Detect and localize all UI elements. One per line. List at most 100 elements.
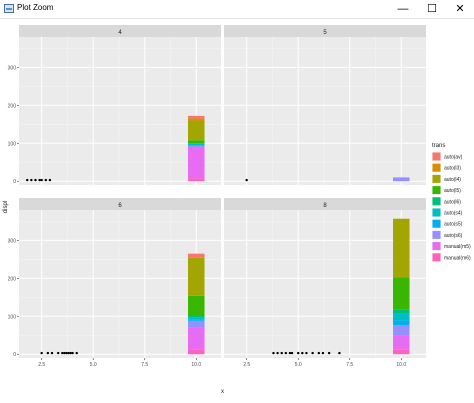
legend-label: auto(s4)	[444, 211, 463, 217]
minimize-button[interactable]: —	[389, 0, 417, 18]
legend-label: auto(av)	[444, 155, 463, 161]
legend-key	[432, 186, 441, 195]
legend-key	[432, 253, 441, 262]
y-tick-label: 0	[13, 179, 16, 185]
bar-segment	[188, 118, 205, 121]
plot-area: 4 0 100 200 300 5 6 0 100 200 300 2.5 5.0 7.5 10.0 8 2.5…	[0, 19, 474, 403]
x-tick-label: 2.5	[243, 362, 250, 368]
data-point	[44, 178, 47, 182]
x-tick-label: 10.0	[396, 362, 406, 368]
legend-key	[432, 242, 441, 251]
faceted-plot: 4 0 100 200 300 5 6 0 100 200 300 2.5 5.0 7.5 10.0 8 2.5…	[3, 25, 471, 395]
bar-segment	[188, 145, 205, 148]
data-point	[288, 351, 292, 355]
legend-label: auto(l5)	[444, 188, 461, 194]
x-tick-label: 2.5	[38, 362, 45, 368]
bar-segment	[188, 349, 205, 355]
bar-segment	[188, 295, 205, 316]
data-point	[34, 178, 37, 182]
data-point	[46, 351, 50, 355]
bar-segment	[188, 319, 205, 321]
data-point	[321, 351, 325, 355]
bar-segment	[188, 147, 205, 179]
data-point	[276, 351, 279, 355]
bar-segment	[188, 327, 205, 350]
legend-key	[432, 230, 441, 239]
close-icon: ✕	[455, 3, 465, 15]
x-tick-label: 5.0	[90, 362, 97, 368]
legend-key	[432, 163, 441, 172]
bar-segment	[393, 320, 410, 325]
bar-segment	[393, 177, 410, 182]
legend-label: auto(l4)	[444, 177, 461, 183]
bar-segment	[393, 349, 410, 355]
legend-key	[432, 208, 441, 217]
legend-label: manual(m5)	[444, 244, 471, 250]
legend-label: auto(l3)	[444, 166, 461, 172]
data-point	[327, 351, 331, 355]
bar-segment	[393, 309, 410, 314]
legend-label: auto(s6)	[444, 233, 463, 239]
bar-segment	[188, 140, 205, 144]
y-tick-label: 300	[8, 238, 17, 244]
data-point	[40, 178, 43, 182]
bar-segment	[188, 315, 205, 318]
bar-segment	[188, 253, 205, 258]
title-bar: Plot Zoom — ☐ ✕	[0, 0, 474, 19]
window-title: Plot Zoom	[17, 3, 54, 12]
data-point	[317, 351, 321, 355]
facet-strip-label: 4	[118, 30, 122, 36]
data-point	[280, 351, 283, 355]
data-point	[38, 178, 41, 182]
legend-key	[432, 152, 441, 161]
facet-strip	[19, 25, 221, 37]
data-point	[65, 351, 68, 355]
facet-strip-label: 8	[323, 203, 327, 209]
data-point	[75, 351, 78, 355]
y-axis-title: displ	[3, 201, 9, 213]
facet-strip	[19, 198, 221, 210]
x-tick-label: 5.0	[295, 362, 302, 368]
data-point	[50, 351, 54, 355]
data-point	[69, 351, 72, 355]
bar-segment	[188, 120, 205, 141]
legend-label: auto(l6)	[444, 199, 461, 205]
bar-segment	[393, 324, 410, 336]
facet-strip	[224, 25, 426, 37]
data-point	[301, 351, 304, 355]
bar-segment	[188, 145, 205, 146]
data-point	[297, 351, 300, 355]
legend-title: trans	[432, 143, 445, 149]
data-point	[311, 351, 314, 355]
bar-segment	[188, 115, 205, 119]
x-tick-label: 7.5	[346, 362, 353, 368]
data-point	[305, 351, 308, 355]
y-tick-label: 100	[8, 314, 17, 320]
bar-segment	[393, 335, 410, 350]
x-tick-label: 10.0	[191, 362, 201, 368]
maximize-button[interactable]: ☐	[418, 0, 446, 18]
bar-segment	[393, 277, 410, 310]
minimize-icon: —	[397, 3, 409, 15]
y-tick-label: 100	[8, 141, 17, 147]
data-point	[284, 351, 288, 355]
bar-segment	[393, 218, 410, 278]
facet-strip	[224, 198, 426, 210]
data-point	[272, 351, 275, 355]
x-tick-label: 7.5	[141, 362, 148, 368]
bar-segment	[188, 178, 205, 182]
data-point	[245, 178, 248, 182]
bar-segment	[188, 257, 205, 258]
y-tick-label: 0	[13, 352, 16, 358]
close-button[interactable]: ✕	[446, 0, 474, 18]
data-point	[26, 178, 29, 182]
data-point	[56, 351, 60, 355]
data-point	[61, 351, 64, 355]
legend-key	[432, 174, 441, 183]
bar-segment	[188, 317, 205, 320]
data-point	[63, 351, 66, 355]
data-point	[290, 351, 294, 355]
facet-panel	[224, 37, 426, 185]
data-point	[338, 351, 341, 355]
x-axis-title: x	[221, 389, 224, 395]
